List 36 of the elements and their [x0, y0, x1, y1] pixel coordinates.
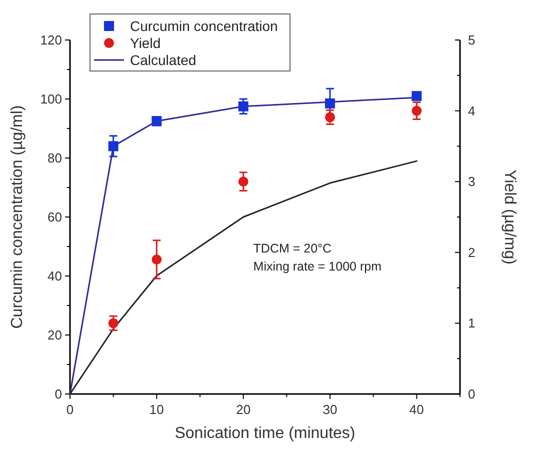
- x-tick-label: 0: [66, 402, 74, 417]
- line-series: [69, 160, 418, 395]
- y-tick-label: 60: [48, 210, 62, 224]
- x-tick-label: 30: [322, 402, 338, 417]
- y-axis-title: Curcumin concentration (µg/ml): [9, 105, 26, 329]
- annotation: Mixing rate = 1000 rpm: [253, 259, 382, 274]
- y-tick-label: 80: [48, 150, 62, 166]
- point: [412, 106, 422, 116]
- y-tick-label: 40: [48, 268, 62, 284]
- legend-label: Calculated: [130, 52, 196, 68]
- y2-tick-label: 3: [468, 174, 476, 190]
- point: [108, 318, 118, 328]
- point: [325, 98, 335, 108]
- point: [238, 176, 248, 187]
- y-tick-label: 120: [40, 32, 62, 48]
- legend-label: Yield: [130, 35, 161, 51]
- point: [108, 141, 118, 152]
- point: [412, 91, 422, 102]
- x-tick-label: 40: [409, 402, 424, 417]
- y2-tick-label: 4: [468, 103, 476, 118]
- y-tick-label: 20: [48, 328, 62, 342]
- legend-label: Curcumin concentration: [130, 18, 278, 34]
- annotation: TDCM = 20°C: [253, 241, 332, 256]
- point: [152, 254, 162, 264]
- y2-tick-label: 5: [468, 32, 476, 48]
- y2-tick-label: 2: [468, 244, 476, 260]
- y-tick-label: 0: [54, 386, 62, 402]
- y2-tick-label: 1: [468, 316, 476, 331]
- y-tick-label: 100: [40, 92, 62, 106]
- x-axis-title: Sonication time (minutes): [174, 425, 356, 442]
- x-tick-label: 20: [236, 402, 251, 417]
- x-tick-label: 10: [149, 402, 164, 417]
- point: [238, 101, 248, 112]
- y2-tick-label: 0: [468, 386, 476, 402]
- y2-axis-title: Yield (µg/mg): [501, 170, 518, 264]
- point: [325, 112, 335, 122]
